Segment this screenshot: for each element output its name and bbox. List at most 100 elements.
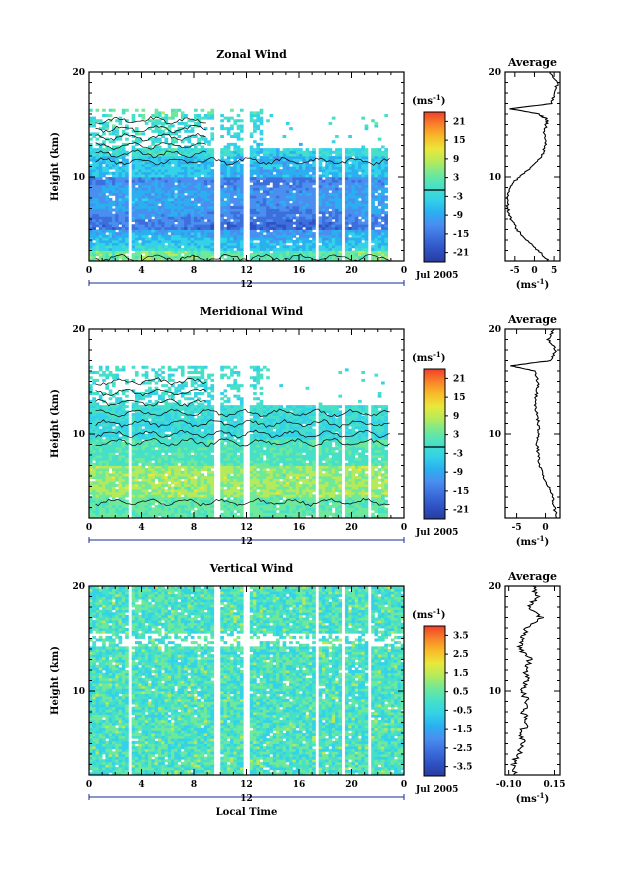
heatmap-cell — [177, 166, 182, 170]
heatmap-cell — [184, 205, 188, 209]
heatmap-cell — [374, 153, 379, 157]
heatmap-cell — [190, 247, 195, 251]
heatmap-cell — [105, 426, 110, 430]
heatmap-cell — [121, 156, 126, 160]
heatmap-cell — [328, 229, 333, 233]
heatmap-cell — [295, 150, 300, 154]
heatmap-cell — [108, 208, 113, 212]
heatmap-cell — [151, 434, 156, 438]
heatmap-cell — [200, 247, 205, 251]
heatmap-cell — [151, 121, 156, 125]
heatmap-cell — [266, 253, 270, 257]
heatmap-cell — [105, 415, 110, 419]
heatmap-cell — [282, 169, 287, 173]
heatmap-cell — [131, 192, 136, 196]
heatmap-cell — [351, 221, 356, 225]
heatmap-cell — [148, 504, 152, 508]
heatmap-cell — [335, 192, 339, 196]
heatmap-cell — [364, 240, 369, 244]
heatmap-cell — [335, 174, 339, 178]
heatmap-cell — [318, 229, 323, 233]
heatmap-cell — [134, 182, 139, 186]
heatmap-cell — [210, 153, 215, 157]
heatmap-cell — [89, 205, 93, 209]
heatmap-cell — [108, 499, 113, 503]
heatmap-cell — [262, 229, 267, 233]
heatmap-cell — [161, 242, 165, 246]
heatmap-cell — [256, 182, 261, 186]
heatmap-cell — [161, 253, 165, 257]
heatmap-cell — [289, 255, 293, 259]
heatmap-cell — [174, 177, 178, 181]
heatmap-cell — [125, 504, 129, 508]
heatmap-cell — [121, 250, 126, 254]
heatmap-cell — [111, 171, 116, 175]
heatmap-cell — [154, 483, 159, 487]
heatmap-cell — [95, 245, 100, 249]
heatmap-cell — [95, 250, 100, 254]
heatmap-cell — [226, 216, 231, 220]
heatmap-cell — [144, 373, 149, 377]
heatmap-cell — [89, 376, 93, 380]
heatmap-cell — [102, 392, 106, 396]
heatmap-cell — [236, 255, 241, 259]
heatmap-cell — [276, 205, 280, 209]
heatmap-cell — [262, 226, 267, 230]
heatmap-cell — [374, 229, 379, 233]
heatmap-cell — [111, 127, 116, 131]
heatmap-cell — [89, 108, 93, 112]
heatmap-cell — [148, 394, 152, 398]
heatmap-cell — [289, 219, 293, 223]
profile-title: Average — [507, 56, 557, 69]
heatmap-cell — [105, 512, 110, 516]
heatmap-cell — [92, 434, 96, 438]
heatmap-cell — [358, 200, 362, 204]
heatmap-cell — [361, 203, 366, 207]
heatmap-cell — [220, 166, 224, 170]
heatmap-cell — [312, 195, 316, 199]
heatmap-cell — [115, 418, 119, 422]
heatmap-cell — [197, 192, 201, 196]
heatmap-cell — [125, 405, 129, 409]
heatmap-cell — [115, 177, 119, 181]
heatmap-cell — [131, 499, 136, 503]
heatmap-cell — [371, 148, 375, 152]
heatmap-cell — [141, 161, 146, 165]
heatmap-cell — [95, 216, 100, 220]
heatmap-cell — [299, 245, 303, 249]
heatmap-cell — [276, 258, 280, 261]
heatmap-cell — [354, 200, 359, 204]
heatmap-cell — [157, 426, 162, 430]
heatmap-cell — [384, 247, 388, 251]
heatmap-cell — [161, 449, 165, 453]
heatmap-cell — [151, 431, 156, 435]
heatmap-cell — [210, 205, 215, 209]
heatmap-cell — [108, 108, 113, 112]
heatmap-cell — [138, 449, 142, 453]
heatmap-cell — [144, 195, 149, 199]
heatmap-cell — [174, 179, 178, 183]
heatmap-cell — [371, 253, 375, 257]
heatmap-cell — [131, 502, 136, 506]
heatmap-cell — [358, 150, 362, 154]
heatmap-cell — [276, 198, 280, 202]
heatmap-cell — [180, 171, 185, 175]
heatmap-cell — [377, 213, 382, 217]
heatmap-cell — [157, 114, 162, 118]
heatmap-cell — [157, 200, 162, 204]
heatmap-cell — [125, 481, 129, 485]
heatmap-cell — [377, 198, 382, 202]
heatmap-cell — [111, 441, 116, 445]
heatmap-cell — [151, 473, 156, 477]
heatmap-cell — [141, 481, 146, 485]
heatmap-cell — [331, 229, 336, 233]
heatmap-cell — [197, 177, 201, 181]
heatmap-cell — [299, 213, 303, 217]
heatmap-cell — [95, 234, 100, 238]
heatmap-cell — [102, 373, 106, 377]
heatmap-cell — [121, 205, 126, 209]
heatmap-cell — [148, 444, 152, 448]
heatmap-cell — [184, 234, 188, 238]
heatmap-cell — [312, 219, 316, 223]
heatmap-cell — [338, 250, 343, 254]
